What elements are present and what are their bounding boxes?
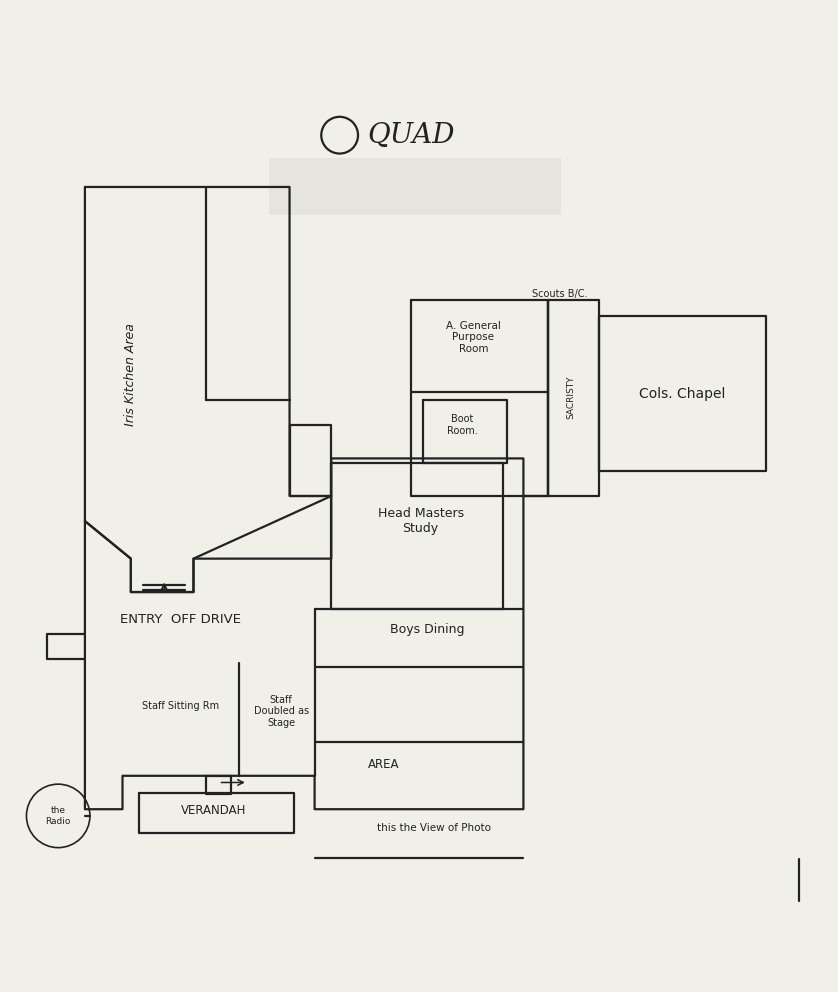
- Text: VERANDAH: VERANDAH: [181, 805, 246, 817]
- Text: Boot
Room.: Boot Room.: [447, 415, 478, 435]
- Text: Cols. Chapel: Cols. Chapel: [639, 387, 725, 401]
- Bar: [269, 158, 561, 214]
- Text: Scouts B/C.: Scouts B/C.: [531, 289, 587, 299]
- Text: ENTRY  OFF DRIVE: ENTRY OFF DRIVE: [121, 613, 241, 626]
- Text: QUAD: QUAD: [367, 122, 454, 149]
- Text: this the View of Photo: this the View of Photo: [377, 823, 491, 833]
- Text: Staff Sitting Rm: Staff Sitting Rm: [142, 701, 220, 711]
- Text: AREA: AREA: [368, 759, 400, 772]
- Text: A. General
Purpose
Room: A. General Purpose Room: [446, 320, 501, 354]
- Text: Iris Kitchen Area: Iris Kitchen Area: [124, 323, 137, 427]
- Text: Head Masters
Study: Head Masters Study: [378, 507, 463, 535]
- Text: Boys Dining: Boys Dining: [391, 623, 464, 636]
- Text: SACRISTY: SACRISTY: [566, 376, 576, 420]
- Text: the
Radio: the Radio: [45, 806, 71, 825]
- Text: Staff
Doubled as
Stage: Staff Doubled as Stage: [254, 694, 308, 728]
